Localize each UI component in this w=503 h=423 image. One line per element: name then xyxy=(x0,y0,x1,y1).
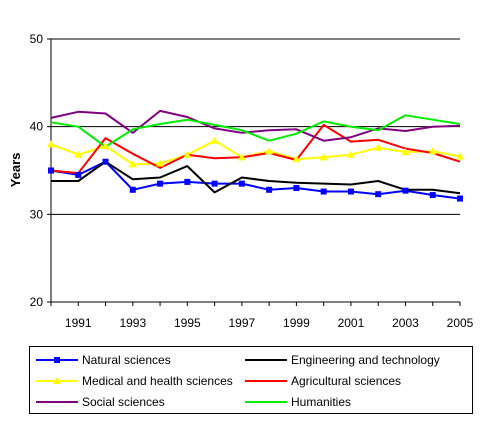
point-natural-sciences-1996 xyxy=(211,180,218,187)
point-medical-and-health-sciences-1990 xyxy=(47,140,55,148)
series-line-engineering-and-technology xyxy=(51,160,461,195)
point-natural-sciences-1998 xyxy=(266,186,273,193)
legend-swatch-humanities xyxy=(245,401,287,403)
point-natural-sciences-1999 xyxy=(293,185,300,192)
point-medical-and-health-sciences-1997 xyxy=(237,153,246,161)
legend-item-natural-sciences: Natural sciences xyxy=(36,351,171,369)
legend-label-medical-and-health-sciences: Medical and health sciences xyxy=(82,374,233,388)
point-medical-and-health-sciences-1998 xyxy=(265,147,274,155)
point-medical-and-health-sciences-1992 xyxy=(101,141,110,149)
x-tick-label-2001: 2001 xyxy=(338,316,365,330)
y-axis-label: Years xyxy=(8,153,23,188)
series-line-agricultural-sciences xyxy=(50,123,461,175)
legend-item-medical-and-health-sciences: Medical and health sciences xyxy=(36,372,233,390)
point-natural-sciences-2004 xyxy=(429,192,436,199)
grid-lines xyxy=(51,38,460,215)
legend-swatch-agricultural-sciences xyxy=(245,380,287,382)
legend-label-natural-sciences: Natural sciences xyxy=(82,353,171,367)
point-medical-and-health-sciences-1994 xyxy=(156,159,165,167)
point-natural-sciences-1990 xyxy=(48,167,54,174)
point-medical-and-health-sciences-1991 xyxy=(74,150,83,158)
legend-item-agricultural-sciences: Agricultural sciences xyxy=(245,372,401,390)
point-natural-sciences-2001 xyxy=(347,188,354,195)
legend-item-engineering-and-technology: Engineering and technology xyxy=(245,351,440,369)
point-medical-and-health-sciences-1996 xyxy=(210,136,219,144)
series-lines xyxy=(47,109,464,202)
series-line-natural-sciences xyxy=(50,160,461,200)
point-natural-sciences-2003 xyxy=(402,187,409,194)
y-tick-label-30: 30 xyxy=(30,207,44,221)
point-natural-sciences-1992 xyxy=(102,158,109,165)
point-natural-sciences-1994 xyxy=(157,180,164,187)
series-line-medical-and-health-sciences xyxy=(50,139,461,166)
x-tick-labels: 1991 1993 1995 1997 1999 2001 2003 2005 xyxy=(65,316,474,330)
point-natural-sciences-1997 xyxy=(238,180,245,187)
y-tick-label-40: 40 xyxy=(30,120,44,134)
point-medical-and-health-sciences-2003 xyxy=(401,148,410,156)
point-medical-and-health-sciences-2005 xyxy=(456,152,464,160)
legend-label-humanities: Humanities xyxy=(291,395,352,409)
point-natural-sciences-2000 xyxy=(320,188,327,195)
legend-label-engineering-and-technology: Engineering and technology xyxy=(291,353,440,367)
point-natural-sciences-1993 xyxy=(129,186,136,193)
x-tick-label-1997: 1997 xyxy=(229,316,256,330)
legend: Natural sciences Engineering and technol… xyxy=(29,346,473,414)
y-tick-label-20: 20 xyxy=(30,295,44,309)
y-tick-labels: 20 30 40 50 xyxy=(30,32,44,309)
x-tick-label-2005: 2005 xyxy=(447,316,474,330)
legend-swatch-medical-and-health-sciences xyxy=(36,377,78,384)
legend-item-humanities: Humanities xyxy=(245,393,351,411)
point-natural-sciences-2002 xyxy=(375,191,382,198)
point-medical-and-health-sciences-2004 xyxy=(428,147,437,155)
point-medical-and-health-sciences-2002 xyxy=(374,143,383,151)
x-tick-label-2003: 2003 xyxy=(392,316,419,330)
legend-label-social-sciences: Social sciences xyxy=(82,395,165,409)
legend-swatch-engineering-and-technology xyxy=(245,359,287,361)
point-medical-and-health-sciences-1993 xyxy=(128,160,137,168)
x-tick-label-1991: 1991 xyxy=(65,316,92,330)
series-line-social-sciences xyxy=(50,109,461,142)
legend-label-agricultural-sciences: Agricultural sciences xyxy=(291,374,402,388)
point-natural-sciences-2005 xyxy=(457,195,463,202)
series-line-humanities xyxy=(50,114,461,148)
point-medical-and-health-sciences-2000 xyxy=(319,153,328,161)
point-natural-sciences-1991 xyxy=(75,171,82,178)
x-tick-label-1999: 1999 xyxy=(283,316,310,330)
point-medical-and-health-sciences-2001 xyxy=(346,150,355,158)
legend-item-social-sciences: Social sciences xyxy=(36,393,165,411)
legend-swatch-natural-sciences xyxy=(36,357,78,363)
point-natural-sciences-1995 xyxy=(184,178,191,185)
point-medical-and-health-sciences-1995 xyxy=(183,150,192,158)
x-tick-label-1995: 1995 xyxy=(174,316,201,330)
y-tick-label-50: 50 xyxy=(30,32,44,46)
point-medical-and-health-sciences-1999 xyxy=(292,155,301,163)
axes xyxy=(47,38,461,306)
legend-swatch-social-sciences xyxy=(36,401,78,403)
x-tick-label-1993: 1993 xyxy=(119,316,146,330)
